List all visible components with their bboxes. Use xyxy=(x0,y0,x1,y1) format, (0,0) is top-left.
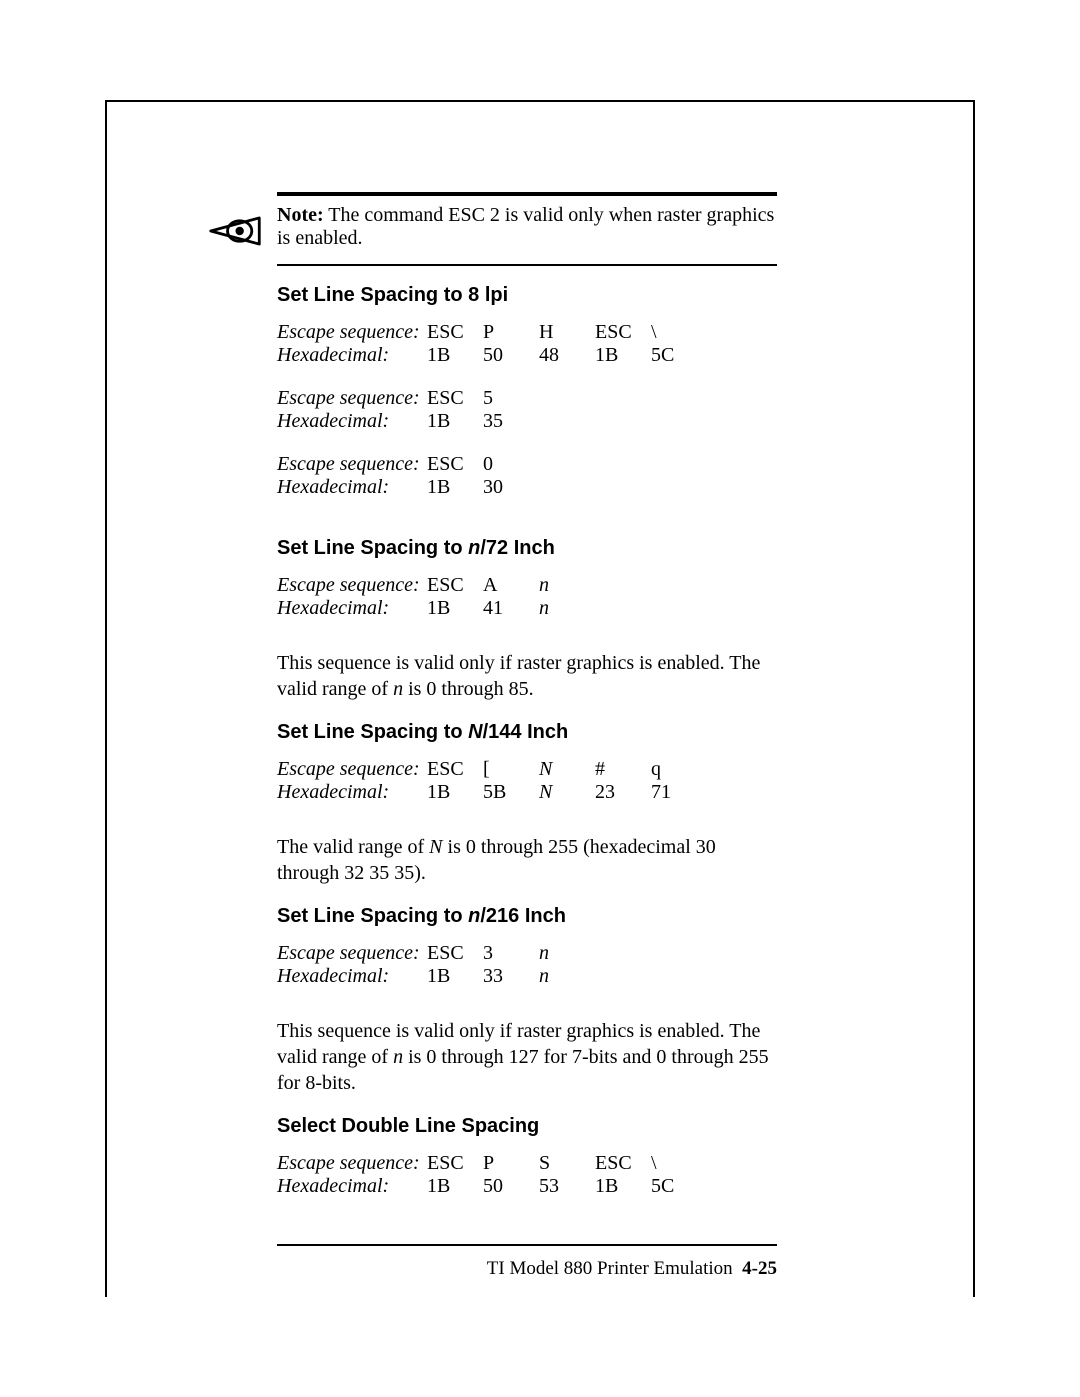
escape-label: Escape sequence: xyxy=(277,387,427,410)
seq-cell: # xyxy=(595,758,651,781)
seq-cell: 5 xyxy=(483,387,539,410)
seq-cell: A xyxy=(483,574,539,597)
seq-cell: 35 xyxy=(483,410,539,433)
seq-cell: 53 xyxy=(539,1175,595,1198)
seq-cell: 50 xyxy=(483,344,539,367)
seq-cell: 30 xyxy=(483,476,539,499)
note-block: Note: The command ESC 2 is valid only wh… xyxy=(277,204,777,250)
seq-cell: 1B xyxy=(595,1175,651,1198)
seq-cell: n xyxy=(539,965,595,988)
seq-cell: 1B xyxy=(595,344,651,367)
seq-cell: N xyxy=(539,758,595,781)
eye-icon xyxy=(207,214,263,248)
escape-label: Escape sequence: xyxy=(277,1152,427,1175)
hex-label: Hexadecimal: xyxy=(277,597,427,620)
seq-cell: ESC xyxy=(427,574,483,597)
section-heading: Select Double Line Spacing xyxy=(277,1115,777,1138)
seq-cell: 1B xyxy=(427,344,483,367)
seq-cell: P xyxy=(483,321,539,344)
note-rule-top xyxy=(277,192,777,196)
seq-cell: 71 xyxy=(651,781,707,804)
escape-label: Escape sequence: xyxy=(277,758,427,781)
seq-cell: 23 xyxy=(595,781,651,804)
sequence-table: Escape sequence:ESC5 Hexadecimal:1B35 xyxy=(277,387,539,433)
seq-cell: ESC xyxy=(427,387,483,410)
seq-cell: \ xyxy=(651,1152,707,1175)
seq-cell: ESC xyxy=(595,321,651,344)
seq-cell: N xyxy=(539,781,595,804)
page-footer: TI Model 880 Printer Emulation 4-25 xyxy=(277,1258,777,1280)
escape-label: Escape sequence: xyxy=(277,942,427,965)
seq-cell: 5C xyxy=(651,1175,707,1198)
sequence-table: Escape sequence:ESCAn Hexadecimal:1B41n xyxy=(277,574,595,620)
seq-cell: ESC xyxy=(595,1152,651,1175)
seq-cell: 1B xyxy=(427,410,483,433)
section-heading: Set Line Spacing to 8 lpi xyxy=(277,284,777,307)
seq-cell: n xyxy=(539,942,595,965)
seq-cell: 1B xyxy=(427,965,483,988)
seq-cell: ESC xyxy=(427,453,483,476)
section-body: The valid range of N is 0 through 255 (h… xyxy=(277,834,777,887)
seq-cell: 1B xyxy=(427,1175,483,1198)
seq-cell: [ xyxy=(483,758,539,781)
seq-cell: 1B xyxy=(427,781,483,804)
seq-cell: P xyxy=(483,1152,539,1175)
seq-cell: 5B xyxy=(483,781,539,804)
note-rule-bottom xyxy=(277,264,777,266)
seq-cell: S xyxy=(539,1152,595,1175)
sequence-table: Escape sequence:ESC3n Hexadecimal:1B33n xyxy=(277,942,595,988)
hex-label: Hexadecimal: xyxy=(277,1175,427,1198)
escape-label: Escape sequence: xyxy=(277,453,427,476)
content-column: Note: The command ESC 2 is valid only wh… xyxy=(277,192,777,1246)
section-body: This sequence is valid only if raster gr… xyxy=(277,650,777,703)
seq-cell: n xyxy=(539,597,595,620)
seq-cell: 0 xyxy=(483,453,539,476)
footer-text: TI Model 880 Printer Emulation xyxy=(487,1258,733,1279)
footer-page: 4-25 xyxy=(742,1258,777,1279)
hex-label: Hexadecimal: xyxy=(277,965,427,988)
seq-cell: ESC xyxy=(427,1152,483,1175)
note-text: The command ESC 2 is valid only when ras… xyxy=(277,204,774,249)
section-heading: Set Line Spacing to n/72 Inch xyxy=(277,537,777,560)
section-heading: Set Line Spacing to N/144 Inch xyxy=(277,721,777,744)
hex-label: Hexadecimal: xyxy=(277,476,427,499)
seq-cell: 1B xyxy=(427,597,483,620)
sequence-table: Escape sequence:ESCPSESC\Hexadecimal:1B5… xyxy=(277,1152,707,1198)
seq-cell: H xyxy=(539,321,595,344)
seq-cell: ESC xyxy=(427,321,483,344)
hex-label: Hexadecimal: xyxy=(277,410,427,433)
seq-cell: 48 xyxy=(539,344,595,367)
escape-label: Escape sequence: xyxy=(277,321,427,344)
section-heading: Set Line Spacing to n/216 Inch xyxy=(277,905,777,928)
seq-cell: 41 xyxy=(483,597,539,620)
seq-cell: n xyxy=(539,574,595,597)
seq-cell: 3 xyxy=(483,942,539,965)
seq-cell: q xyxy=(651,758,707,781)
seq-cell: ESC xyxy=(427,942,483,965)
hex-label: Hexadecimal: xyxy=(277,344,427,367)
footer-rule xyxy=(277,1244,777,1246)
page-frame: Note: The command ESC 2 is valid only wh… xyxy=(105,100,975,1297)
seq-cell: ESC xyxy=(427,758,483,781)
sequence-table: Escape sequence:ESC[N#q Hexadecimal:1B5BN… xyxy=(277,758,707,804)
section-body: This sequence is valid only if raster gr… xyxy=(277,1018,777,1097)
sequence-table: Escape sequence:ESC0 Hexadecimal:1B30 xyxy=(277,453,539,499)
seq-cell: \ xyxy=(651,321,707,344)
seq-cell: 50 xyxy=(483,1175,539,1198)
seq-cell: 33 xyxy=(483,965,539,988)
seq-cell: 5C xyxy=(651,344,707,367)
hex-label: Hexadecimal: xyxy=(277,781,427,804)
note-label: Note: xyxy=(277,204,324,226)
sequence-table: Escape sequence:ESCPHESC\Hexadecimal:1B5… xyxy=(277,321,707,367)
escape-label: Escape sequence: xyxy=(277,574,427,597)
seq-cell: 1B xyxy=(427,476,483,499)
